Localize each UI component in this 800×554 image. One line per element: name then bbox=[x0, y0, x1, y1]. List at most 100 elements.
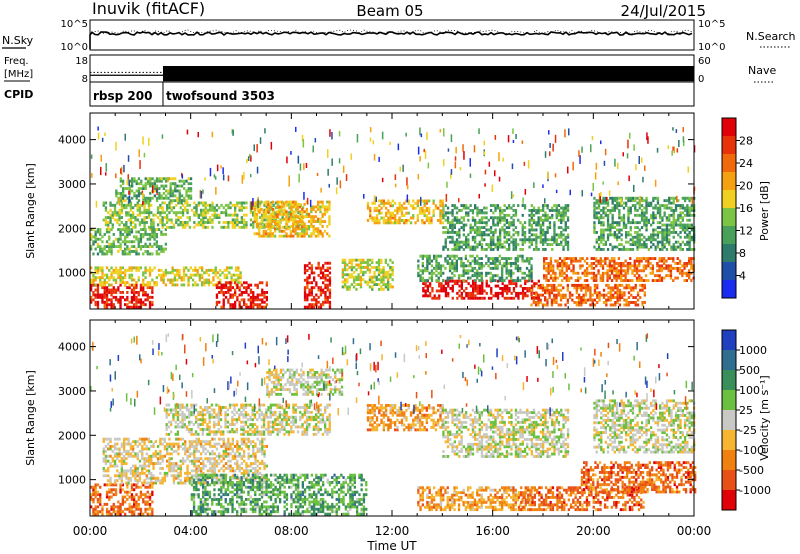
heat-cell-9 bbox=[441, 199, 444, 203]
heat-cell-0 bbox=[130, 305, 134, 309]
heat-cell-14 bbox=[543, 262, 546, 265]
heat-cell-14 bbox=[635, 279, 639, 282]
heat-cell-0 bbox=[105, 483, 109, 487]
heat-cell-15 bbox=[643, 223, 646, 227]
heat-cell-10 bbox=[463, 289, 466, 293]
heat-cell-4 bbox=[137, 199, 141, 203]
heat-cell-14 bbox=[563, 262, 566, 265]
heat-cell-6 bbox=[267, 217, 270, 221]
heat-cell-15 bbox=[672, 223, 675, 227]
heat-cell-12 bbox=[494, 223, 497, 227]
heat-cell-14 bbox=[577, 271, 580, 275]
heat-cell-13 bbox=[596, 301, 599, 304]
heat-cell-12 bbox=[523, 240, 527, 244]
heat-cell-14 bbox=[667, 274, 670, 278]
heat-cell-10 bbox=[440, 289, 443, 293]
heat-cell-15 bbox=[652, 243, 655, 246]
heat-cell-15 bbox=[613, 231, 616, 234]
heat-cell-3 bbox=[156, 223, 160, 227]
heat-speck bbox=[642, 176, 644, 183]
heat-cell-0 bbox=[94, 485, 97, 489]
heat-cell-8 bbox=[382, 287, 385, 291]
heat-cell-9 bbox=[378, 209, 381, 213]
heat-speck bbox=[301, 134, 304, 142]
heat-cell-4 bbox=[178, 194, 181, 198]
heat-cell-9 bbox=[437, 219, 440, 222]
heat-cell-2 bbox=[96, 245, 100, 248]
heat-cell-2 bbox=[121, 228, 124, 231]
heat-cell-10 bbox=[469, 296, 473, 300]
heat-cell-1 bbox=[144, 268, 147, 272]
heat-cell-0 bbox=[90, 288, 93, 292]
heat-cell-12 bbox=[544, 233, 547, 237]
heat-cell-12 bbox=[474, 228, 477, 232]
heat-cell-10 bbox=[506, 284, 509, 288]
heat-cell-3 bbox=[125, 206, 128, 210]
heat-cell-12 bbox=[535, 211, 538, 215]
heat-cell-13 bbox=[530, 291, 533, 295]
heat-cell-0 bbox=[99, 293, 102, 297]
heat-cell-6 bbox=[271, 220, 274, 223]
heat-cell-13 bbox=[566, 288, 569, 292]
heat-speck bbox=[314, 138, 317, 143]
heat-cell-0 bbox=[119, 300, 122, 304]
heat-cell-6 bbox=[262, 232, 265, 236]
heat-cell-15 bbox=[638, 238, 641, 242]
heat-cell-10 bbox=[481, 282, 484, 286]
heat-cell-3 bbox=[231, 223, 234, 227]
heat-cell-8 bbox=[343, 266, 347, 269]
heat-cell-8 bbox=[380, 287, 383, 291]
heat-cell-9 bbox=[380, 211, 383, 215]
heat-cell-3 bbox=[120, 203, 123, 207]
heat-cell-12 bbox=[553, 238, 556, 242]
heat-speck bbox=[128, 190, 130, 195]
heat-cell-8 bbox=[377, 258, 381, 262]
heat-cell-6 bbox=[317, 229, 320, 233]
heat-cell-12 bbox=[566, 226, 570, 229]
heat-cell-3 bbox=[143, 221, 146, 224]
heat-cell-15 bbox=[616, 201, 619, 205]
heat-cell-11 bbox=[476, 269, 479, 273]
heat-cell-6 bbox=[255, 212, 259, 216]
heat-cell-15 bbox=[616, 238, 619, 242]
heat-cell-11 bbox=[528, 262, 531, 265]
heat-cell-0 bbox=[101, 286, 104, 290]
heat-cell-12 bbox=[512, 204, 515, 207]
heat-cell-14 bbox=[685, 264, 688, 268]
heat-cell-11 bbox=[496, 264, 499, 268]
heat-cell-10 bbox=[528, 287, 531, 290]
heat-cell-4 bbox=[158, 179, 161, 183]
heat-cell-14 bbox=[613, 266, 616, 270]
heat-cell-15 bbox=[636, 240, 639, 244]
heat-cell-5 bbox=[231, 303, 234, 307]
heat-cell-2 bbox=[128, 233, 131, 236]
heat-cell-12 bbox=[528, 209, 531, 212]
heat-cell-14 bbox=[678, 271, 682, 275]
heat-cell-14 bbox=[651, 271, 654, 275]
heat-cell-14 bbox=[608, 274, 611, 278]
heat-cell-15 bbox=[643, 216, 646, 220]
heat-cell-15 bbox=[645, 238, 648, 242]
heat-cell-14 bbox=[572, 259, 575, 263]
heat-cell-0 bbox=[117, 512, 120, 516]
heat-cell-14 bbox=[660, 264, 664, 268]
heat-cell-13 bbox=[593, 288, 597, 292]
heat-cell-12 bbox=[544, 211, 547, 215]
heat-cell-15 bbox=[665, 223, 669, 227]
heat-cell-14 bbox=[688, 271, 691, 275]
heat-cell-2 bbox=[148, 233, 152, 236]
heat-cell-13 bbox=[593, 291, 597, 295]
heat-cell-15 bbox=[593, 204, 596, 207]
heat-cell-15 bbox=[634, 221, 637, 225]
heat-cell-4 bbox=[158, 191, 161, 195]
heat-cell-1 bbox=[191, 278, 195, 282]
heat-cell-11 bbox=[426, 279, 429, 282]
heat-cell-12 bbox=[546, 206, 549, 210]
heat-speck bbox=[524, 189, 527, 195]
heat-cell-6 bbox=[317, 200, 320, 204]
heat-cell-11 bbox=[525, 257, 529, 260]
heat-cell-1 bbox=[216, 281, 220, 284]
heat-speck bbox=[629, 132, 631, 139]
heat-cell-1 bbox=[205, 271, 208, 275]
heat-cell-11 bbox=[496, 266, 499, 270]
